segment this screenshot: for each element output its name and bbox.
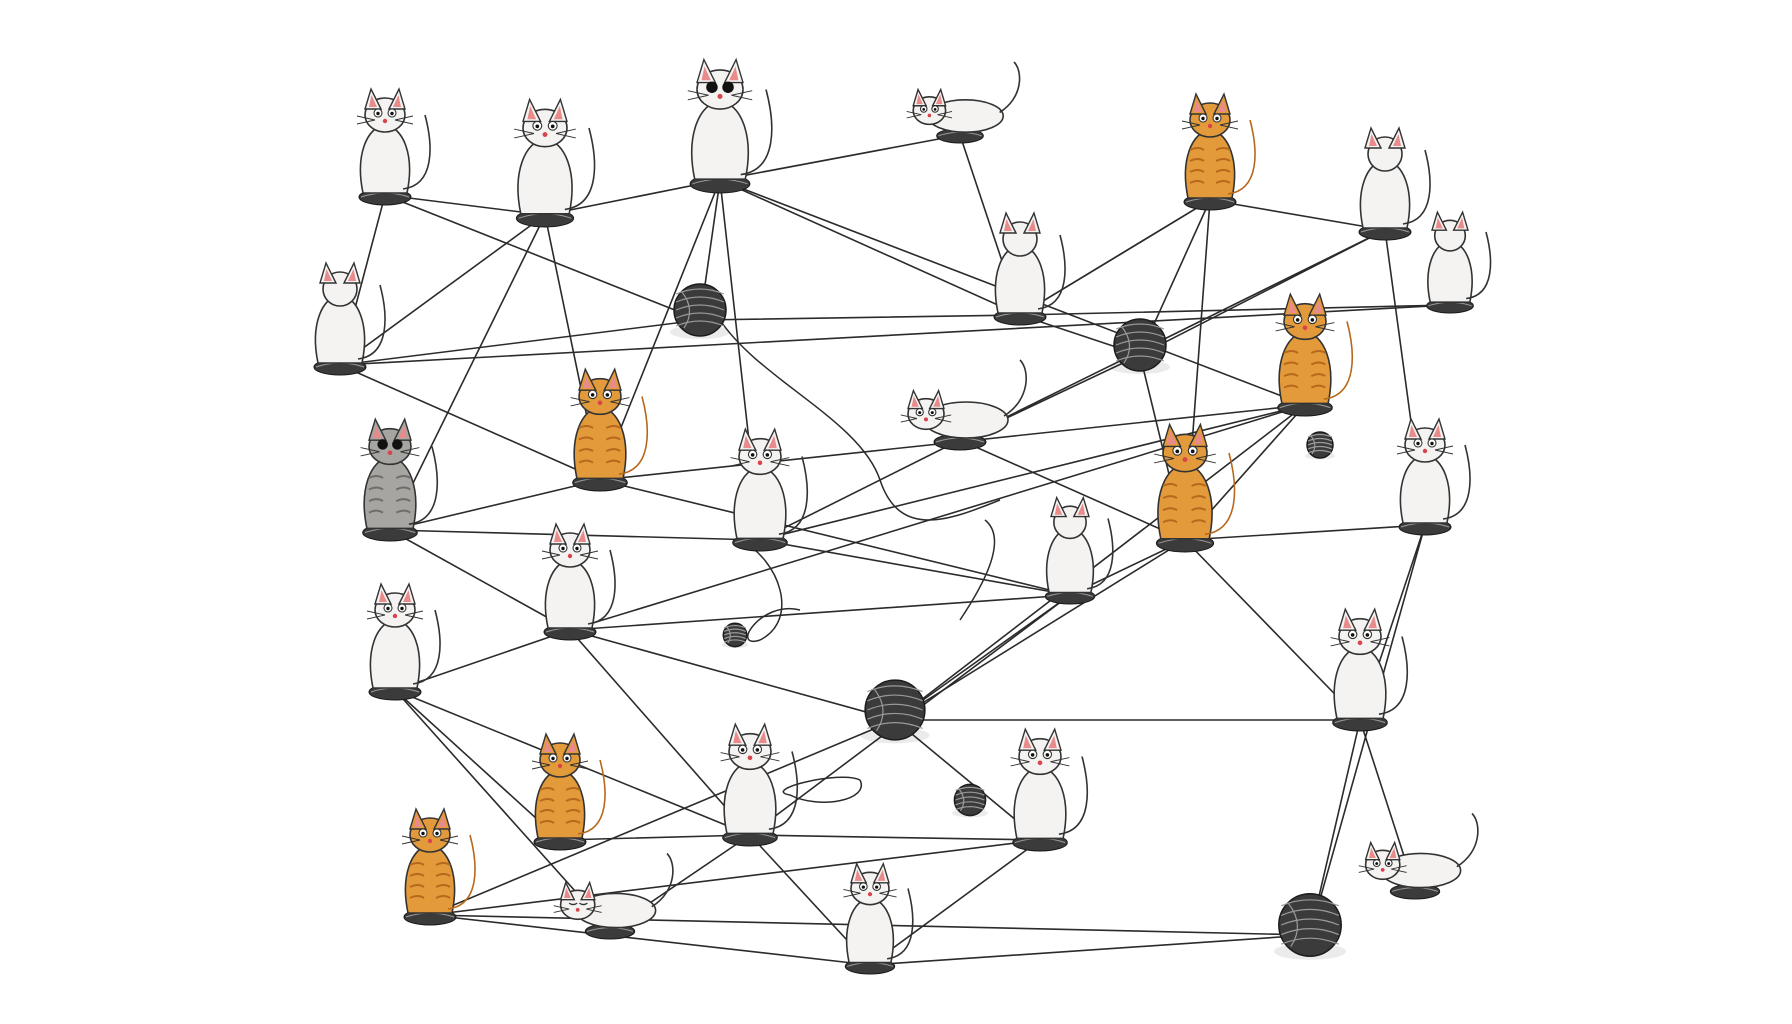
yarn-thread: [1184, 524, 1426, 541]
cat-figure: [730, 427, 809, 552]
yarn-thread: [384, 194, 546, 216]
cat-figure: [687, 57, 773, 194]
yarn-thread: [339, 364, 601, 481]
yarn-ball: [1274, 893, 1346, 960]
yarn-thread: [389, 529, 571, 631]
yarn-thread: [1209, 199, 1386, 231]
cat-figure: [356, 87, 431, 206]
cat-figure: [1275, 292, 1354, 417]
yarn-thread: [894, 404, 1306, 721]
cat-figure: [531, 732, 606, 851]
yarn-thread: [1019, 199, 1211, 316]
yarn-thread: [394, 629, 571, 691]
loose-strand: [959, 519, 996, 621]
cat-figure: [1358, 126, 1431, 241]
yarn-thread: [429, 839, 1041, 916]
cat-figure: [906, 61, 1021, 144]
yarn-ball: [1305, 431, 1335, 460]
cat-figure: [1426, 210, 1492, 314]
yarn-ball: [860, 679, 930, 744]
cat-figure: [1154, 422, 1236, 553]
cat-figure: [1358, 812, 1479, 900]
cat-figure: [720, 722, 799, 847]
cat-figure: [1396, 417, 1471, 536]
yarn-ball: [1110, 318, 1170, 374]
loose-strand: [739, 539, 801, 643]
yarn-thread: [759, 539, 1071, 596]
cat-figure: [993, 211, 1066, 326]
yarn-thread: [429, 719, 896, 916]
yarn-thread: [699, 314, 1021, 321]
yarn-thread: [384, 194, 701, 321]
yarn-ball: [670, 283, 730, 339]
yarn-thread: [569, 629, 751, 836]
yarn-thread: [869, 934, 1311, 966]
yarn-thread: [759, 439, 961, 541]
yarn-thread: [1184, 539, 1361, 721]
cats-and-yarn-balls: [313, 57, 1492, 975]
yarn-thread: [719, 179, 1021, 316]
yarn-thread: [599, 479, 1071, 596]
loose-strand: [719, 319, 1001, 521]
yarn-thread: [339, 214, 546, 366]
cat-figure: [1181, 92, 1256, 211]
yarn-thread: [389, 479, 601, 531]
cat-figure: [570, 367, 649, 492]
yarn-thread: [869, 839, 1041, 966]
yarn-thread: [339, 304, 1451, 366]
cat-figure: [360, 417, 439, 542]
cat-figure: [843, 861, 914, 975]
cat-figure: [514, 97, 596, 228]
yarn-thread: [394, 689, 561, 841]
yarn-thread: [339, 319, 701, 366]
cat-figure: [900, 359, 1027, 451]
yarn-thread: [894, 594, 1071, 721]
cat-figure: [366, 582, 441, 701]
loose-yarn-strands: [719, 319, 1001, 803]
yarn-thread-network: [339, 134, 1451, 966]
cat-figure: [1044, 495, 1114, 605]
yarn-thread: [559, 834, 751, 841]
cat-figure: [313, 261, 386, 376]
cat-figure: [553, 852, 674, 940]
yarn-thread: [719, 134, 961, 181]
cat-figure: [1330, 607, 1409, 732]
yarn-thread: [1019, 304, 1451, 316]
cat-figure: [401, 807, 476, 926]
yarn-thread: [749, 834, 1041, 841]
yarn-thread: [959, 439, 1186, 541]
cat-figure: [541, 522, 616, 641]
yarn-thread: [959, 229, 1386, 441]
yarn-thread: [569, 594, 1071, 631]
yarn-thread: [389, 214, 546, 531]
cat-figure: [1010, 727, 1089, 852]
loose-strand: [782, 776, 863, 803]
yarn-thread: [429, 914, 871, 966]
yarn-ball: [952, 783, 988, 818]
yarn-thread: [569, 629, 896, 721]
yarn-ball: [721, 622, 749, 649]
